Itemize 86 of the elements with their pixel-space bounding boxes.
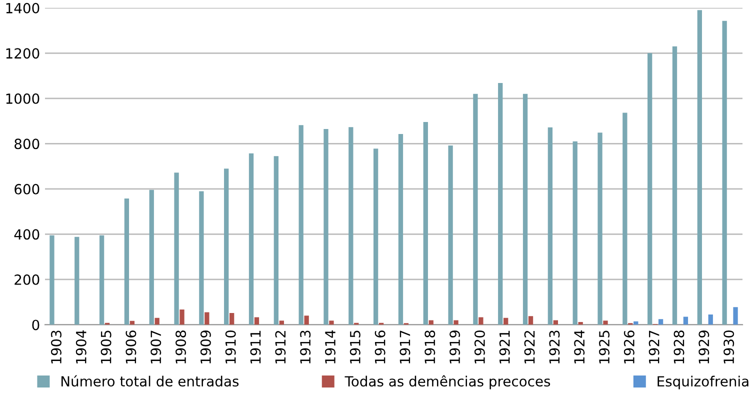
x-tick-label: 1913: [300, 330, 311, 364]
bar: [74, 236, 80, 325]
x-tick-label: 1910: [225, 330, 236, 364]
bar: [598, 132, 602, 325]
x-tick-label: 1930: [724, 330, 734, 364]
x-tick-label: 1926: [624, 330, 634, 364]
bar: [348, 127, 354, 325]
y-tick-label: 600: [14, 184, 40, 194]
bar: [572, 141, 578, 325]
bar: [553, 320, 558, 325]
x-tick-label: 1911: [250, 330, 261, 364]
bar: [448, 146, 453, 325]
bar: [428, 320, 434, 325]
x-tick-label: 1903: [50, 330, 62, 364]
bar: [199, 191, 204, 325]
bar: [279, 320, 284, 325]
bar: [50, 235, 54, 325]
bar: [254, 317, 260, 325]
bar: [697, 10, 702, 325]
x-tick-label: 1924: [574, 330, 585, 364]
bar: [180, 310, 184, 325]
bar: [473, 94, 478, 325]
x-tick-label: 1929: [698, 330, 710, 364]
x-tick-label: 1917: [400, 330, 410, 364]
bar: [603, 320, 608, 325]
bar: [733, 307, 738, 325]
bar: [528, 316, 534, 325]
bar: [423, 122, 428, 325]
bar: [398, 134, 404, 325]
bar: [324, 128, 328, 325]
x-tick-label: 1920: [474, 330, 485, 364]
legend-label: Número total de entradas: [61, 375, 239, 387]
x-tick-label: 1904: [76, 330, 86, 364]
bar: [548, 127, 553, 325]
bar: [304, 316, 309, 325]
x-tick-label: 1916: [374, 330, 386, 364]
x-tick-label: 1918: [424, 330, 436, 364]
x-tick-label: 1915: [350, 330, 360, 364]
y-tick-label: 1000: [6, 93, 40, 104]
y-tick-label: 1200: [6, 48, 40, 59]
bar: [204, 312, 210, 325]
y-tick-label: 400: [14, 229, 40, 240]
legend-label: Todas as demências precoces: [344, 375, 550, 390]
bar: [648, 53, 652, 325]
x-tick-label: 1907: [150, 330, 162, 364]
bar: [124, 198, 130, 325]
x-tick-label: 1906: [126, 330, 136, 364]
bar: [498, 83, 503, 325]
y-tick-label: 200: [14, 274, 40, 285]
x-tick-label: 1914: [325, 330, 336, 364]
bar: [658, 319, 664, 325]
bar: [504, 318, 508, 325]
bar: [298, 125, 304, 325]
x-tick-label: 1908: [176, 330, 186, 364]
bar: [722, 20, 727, 325]
x-tick-label: 1919: [450, 330, 460, 364]
bar: [373, 148, 378, 325]
bar: [224, 168, 229, 325]
bar: [522, 94, 528, 325]
bar: [248, 153, 254, 325]
x-tick-label: 1925: [599, 330, 610, 364]
x-tick-label: 1922: [524, 330, 535, 364]
y-tick-label: 0: [32, 320, 40, 330]
bar: [154, 318, 160, 325]
x-tick-label: 1905: [100, 330, 112, 364]
legend-label: Esquizofrenia: [658, 376, 748, 390]
bar: [478, 317, 484, 325]
x-tick-label: 1912: [275, 330, 286, 364]
x-tick-label: 1927: [648, 330, 660, 364]
bar: [230, 312, 234, 325]
bar: [274, 156, 278, 325]
x-tick-label: 1928: [674, 330, 684, 364]
bar: [454, 320, 458, 325]
bar: [683, 316, 688, 325]
bar: [329, 320, 334, 325]
bar: [149, 190, 154, 325]
x-tick-label: 1923: [549, 330, 560, 364]
x-tick-label: 1921: [499, 330, 510, 364]
y-tick-label: 800: [14, 138, 40, 150]
bar: [622, 112, 628, 325]
x-tick-label: 1909: [200, 330, 211, 364]
bar: [174, 172, 179, 325]
bar: [672, 46, 678, 325]
y-tick-label: 1400: [6, 2, 40, 14]
bar: [708, 314, 713, 325]
bar: [99, 235, 104, 325]
